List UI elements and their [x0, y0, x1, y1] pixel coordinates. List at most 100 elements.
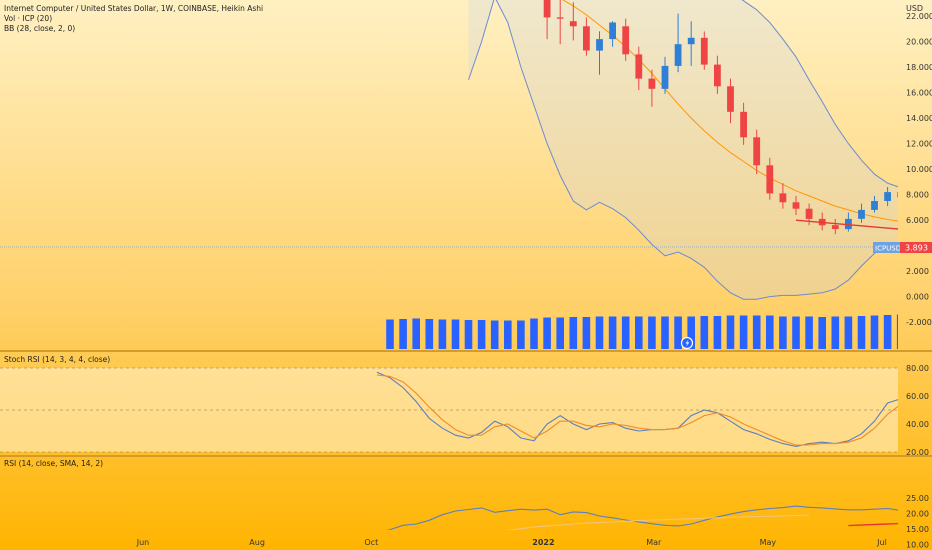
- volume-bar[interactable]: [687, 316, 695, 350]
- candle-body[interactable]: [596, 39, 603, 51]
- volume-bar[interactable]: [805, 316, 813, 350]
- candle-body[interactable]: [543, 0, 551, 18]
- volume-bar[interactable]: [870, 315, 879, 350]
- sma-line[interactable]: [507, 514, 810, 530]
- volume-bar[interactable]: [543, 317, 551, 350]
- volume-bar[interactable]: [766, 315, 774, 350]
- volume-bar[interactable]: [713, 316, 722, 349]
- volume-bar[interactable]: [504, 320, 512, 350]
- volume-bar[interactable]: [608, 316, 617, 350]
- bollinger-upper[interactable]: [102, 0, 932, 190]
- stoch-rsi-tick-label: 60.00: [906, 392, 929, 401]
- candle-body[interactable]: [805, 208, 813, 219]
- volume-bar[interactable]: [438, 319, 447, 350]
- last-price-label: 3.893: [905, 244, 928, 253]
- volume-bar[interactable]: [648, 316, 656, 350]
- price-tick-label: 8.000: [906, 191, 929, 200]
- volume-bar[interactable]: [490, 320, 499, 350]
- volume-bar[interactable]: [464, 320, 473, 349]
- volume-bar[interactable]: [425, 319, 434, 349]
- price-tick-label: 20.000: [906, 38, 932, 47]
- volume-bar[interactable]: [621, 316, 630, 350]
- candle-body[interactable]: [753, 137, 761, 166]
- symbol-tag-box: [873, 242, 900, 253]
- price-trendline[interactable]: [795, 219, 932, 262]
- lightning-icon[interactable]: [680, 336, 694, 350]
- candle-body[interactable]: [622, 26, 630, 55]
- candle-body[interactable]: [556, 17, 564, 19]
- x-axis[interactable]: JunAugOct2022MarMayJulSepNov2023MarMayJu…: [136, 538, 932, 547]
- candle-body[interactable]: [831, 225, 839, 229]
- bollinger-lower[interactable]: [468, 0, 932, 300]
- volume-bar[interactable]: [661, 316, 669, 350]
- volume-bar[interactable]: [883, 315, 892, 349]
- price-tick-label: 18.000: [906, 63, 932, 72]
- volume-bar[interactable]: [635, 316, 643, 350]
- volume-bar[interactable]: [739, 315, 748, 350]
- candle-body[interactable]: [609, 22, 616, 40]
- candle-body[interactable]: [884, 192, 891, 201]
- last-price-tag[interactable]: ICPUSD 3.893: [873, 242, 932, 253]
- candle-body[interactable]: [766, 165, 774, 194]
- candle-body[interactable]: [858, 209, 865, 219]
- volume-bar[interactable]: [779, 316, 787, 350]
- volume-bar[interactable]: [412, 318, 420, 350]
- volume-bar[interactable]: [399, 319, 407, 349]
- volume-legend: Vol · ICP (20): [4, 14, 52, 23]
- bollinger-basis[interactable]: [469, 0, 932, 224]
- candle-body[interactable]: [714, 64, 721, 87]
- price-y-axis[interactable]: 22.000 20.000 18.000 16.000 14.000 12.000 10.0…: [906, 12, 932, 327]
- candle-body[interactable]: [727, 86, 734, 112]
- candle-body[interactable]: [779, 193, 787, 203]
- bollinger-fill: [468, 0, 898, 300]
- volume-bar[interactable]: [792, 316, 800, 350]
- volume-bar[interactable]: [700, 316, 709, 349]
- rsi-tick-label: 25.00: [906, 494, 929, 503]
- stoch-rsi-k-line[interactable]: [376, 371, 932, 447]
- candle-body[interactable]: [897, 192, 904, 198]
- candle-body[interactable]: [661, 65, 669, 89]
- rsi-tick-label: 20.00: [906, 510, 929, 519]
- rsi-pane: [285, 503, 932, 538]
- volume-bar[interactable]: [857, 316, 866, 349]
- volume-bar[interactable]: [477, 320, 486, 349]
- rsi-y-axis[interactable]: 25.00 20.00 15.00 10.00: [906, 494, 929, 550]
- candle-body[interactable]: [583, 26, 590, 51]
- x-tick-label: Aug: [249, 538, 265, 547]
- bollinger-legend: BB (28, close, 2, 0): [4, 24, 75, 33]
- volume-bar[interactable]: [818, 317, 826, 349]
- candle-body[interactable]: [740, 111, 747, 138]
- stoch-rsi-d-line[interactable]: [376, 374, 932, 446]
- stoch-rsi-y-axis[interactable]: 80.00 60.00 40.00 20.00: [906, 364, 929, 457]
- volume-bar[interactable]: [674, 316, 682, 350]
- volume-bar[interactable]: [831, 316, 840, 350]
- candle-body[interactable]: [635, 54, 643, 79]
- candle-body[interactable]: [871, 201, 878, 210]
- candle-body[interactable]: [674, 44, 682, 66]
- chart-title: Internet Computer / United States Dollar…: [4, 4, 263, 13]
- candle-body[interactable]: [687, 37, 695, 45]
- currency-label: USD: [906, 4, 923, 13]
- candle-body[interactable]: [792, 202, 800, 209]
- volume-bar[interactable]: [530, 318, 538, 350]
- volume-bar[interactable]: [752, 315, 761, 350]
- volume-bar[interactable]: [556, 317, 564, 350]
- volume-bar[interactable]: [726, 315, 735, 350]
- stoch-rsi-pane: [0, 367, 932, 453]
- volume-bar[interactable]: [451, 319, 460, 350]
- last-price-box: [900, 242, 932, 253]
- volume-bar[interactable]: [896, 314, 905, 350]
- volume-bar[interactable]: [569, 317, 578, 349]
- candle-body[interactable]: [569, 21, 577, 27]
- rsi-line[interactable]: [285, 503, 932, 538]
- volume-bar[interactable]: [386, 319, 394, 350]
- volume-bar[interactable]: [844, 316, 853, 350]
- rsi-tick-label: 15.00: [906, 525, 929, 534]
- volume-bar[interactable]: [517, 320, 525, 350]
- volume-bar[interactable]: [595, 316, 604, 350]
- candle-body[interactable]: [700, 37, 708, 65]
- candle-body[interactable]: [648, 78, 656, 89]
- stoch-rsi-band: [0, 368, 898, 452]
- volume-bar[interactable]: [582, 317, 591, 349]
